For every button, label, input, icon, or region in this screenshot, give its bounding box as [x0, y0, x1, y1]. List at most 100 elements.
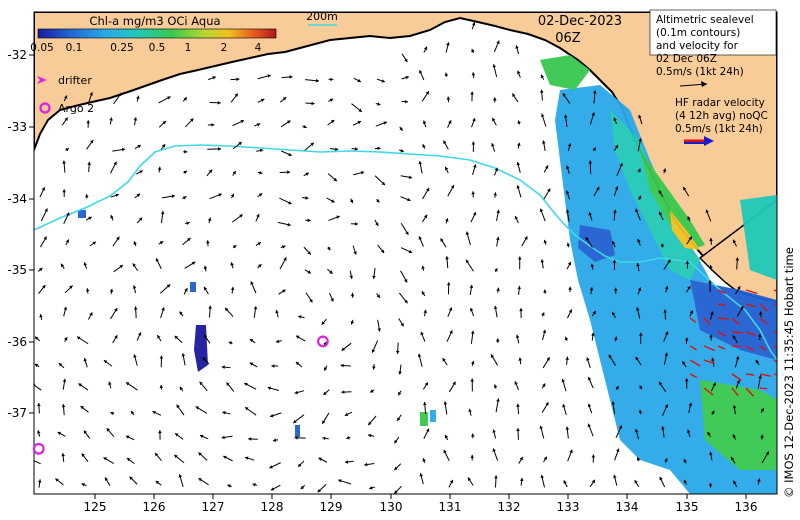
- velocity-arrowhead: [155, 258, 160, 262]
- velocity-arrowhead: [472, 212, 477, 216]
- velocity-arrowhead: [62, 160, 66, 164]
- colorbar-tick: 0.1: [66, 42, 83, 54]
- velocity-arrowhead: [664, 285, 669, 290]
- velocity-arrowhead: [287, 222, 291, 227]
- velocity-arrowhead: [307, 251, 311, 255]
- velocity-arrowhead: [473, 164, 477, 168]
- velocity-arrowhead: [311, 101, 315, 106]
- velocity-arrowhead: [587, 403, 592, 408]
- argo-float-marker: [317, 335, 329, 348]
- velocity-arrowhead: [400, 148, 404, 153]
- velocity-arrowhead: [495, 338, 500, 342]
- velocity-arrowhead: [565, 165, 570, 169]
- velocity-arrowhead: [208, 169, 213, 174]
- velocity-arrowhead: [449, 330, 453, 334]
- hf-radar-arrow: [717, 303, 726, 306]
- velocity-arrowhead: [287, 120, 291, 124]
- velocity-arrowhead: [305, 172, 309, 176]
- velocity-arrowhead: [131, 410, 135, 415]
- velocity-arrowhead: [446, 96, 451, 100]
- lon-tick-label: 132: [498, 500, 521, 514]
- velocity-arrowhead: [307, 270, 311, 274]
- velocity-arrowhead: [335, 147, 339, 152]
- velocity-arrowhead: [372, 366, 376, 370]
- velocity-arrowhead: [232, 245, 237, 249]
- chl-colorbar: Chl-a mg/m3 OCi Aqua 0.05 0.1 0.25 0.5 1…: [30, 14, 277, 54]
- argo-label: Argo 2: [58, 102, 94, 115]
- velocity-arrowhead: [471, 72, 476, 76]
- hf-radar-arrow: [773, 359, 777, 364]
- lon-tick-label: 129: [320, 500, 343, 514]
- velocity-arrowhead: [452, 381, 456, 386]
- velocity-arrowhead: [245, 456, 249, 460]
- lon-axis: 125 126 127 128 129 130 131 132 133 134 …: [84, 500, 758, 514]
- hf-radar-arrow: [759, 345, 767, 351]
- velocity-arrowhead: [184, 149, 188, 154]
- velocity-arrowhead: [76, 336, 81, 340]
- velocity-arrowhead: [269, 465, 273, 469]
- velocity-arrowhead: [191, 261, 196, 265]
- velocity-arrowhead: [34, 363, 39, 368]
- velocity-arrowhead: [239, 214, 243, 218]
- velocity-arrowhead: [321, 321, 325, 325]
- velocity-arrowhead: [470, 91, 474, 95]
- velocity-arrowhead: [83, 262, 88, 266]
- hf-radar-arrow: [773, 345, 777, 349]
- hf-radar-arrow: [731, 387, 739, 397]
- lon-tick-label: 131: [439, 500, 462, 514]
- velocity-arrowhead: [174, 335, 179, 340]
- imos-credit: © IMOS 12-Dec-2023 11:35:45 Hobart time: [782, 247, 796, 498]
- velocity-arrowhead: [303, 124, 307, 129]
- velocity-arrowhead: [289, 75, 293, 79]
- velocity-arrowhead: [443, 401, 448, 405]
- drifter-argo-legend: drifter Argo 2: [37, 74, 94, 115]
- credit-text: © IMOS 12-Dec-2023 11:35:45 Hobart time: [782, 247, 796, 498]
- velocity-arrowhead: [125, 435, 130, 439]
- velocity-arrowhead: [542, 383, 546, 388]
- velocity-arrowhead: [688, 236, 692, 240]
- velocity-arrowhead: [270, 487, 275, 491]
- velocity-arrowhead: [664, 352, 669, 357]
- velocity-arrowhead: [57, 431, 62, 436]
- velocity-arrowhead: [159, 355, 164, 359]
- velocity-arrowhead: [275, 310, 279, 314]
- velocity-arrowhead: [612, 241, 616, 245]
- velocity-arrowhead: [203, 265, 208, 270]
- velocity-arrowhead: [405, 231, 409, 235]
- velocity-arrowhead: [85, 194, 89, 198]
- velocity-arrowhead: [114, 335, 118, 339]
- velocity-arrowhead: [611, 401, 616, 405]
- velocity-arrowhead: [166, 284, 171, 288]
- velocity-arrowhead: [258, 264, 262, 268]
- velocity-arrowhead: [270, 413, 274, 418]
- velocity-arrowhead: [491, 143, 495, 147]
- velocity-arrowhead: [493, 97, 497, 101]
- velocity-arrowhead: [394, 490, 398, 494]
- lon-tick-label: 126: [143, 500, 166, 514]
- velocity-arrowhead: [376, 294, 380, 298]
- velocity-arrowhead: [132, 263, 136, 267]
- velocity-arrowhead: [329, 270, 333, 274]
- velocity-arrowhead: [136, 193, 141, 198]
- velocity-arrowhead: [440, 238, 444, 242]
- velocity-arrowhead: [614, 186, 619, 190]
- velocity-arrowhead: [667, 259, 671, 264]
- velocity-arrowhead: [282, 289, 286, 293]
- lat-tick-label: -36: [7, 335, 27, 349]
- lon-tick-label: 136: [735, 500, 758, 514]
- velocity-arrowhead: [422, 458, 426, 462]
- velocity-arrowhead: [759, 311, 763, 315]
- velocity-arrowhead: [635, 208, 639, 213]
- argo-float-marker: [32, 442, 45, 455]
- lon-tick-label: 135: [676, 500, 699, 514]
- velocity-arrowhead: [587, 376, 592, 381]
- velocity-arrowhead: [545, 402, 549, 406]
- velocity-arrowhead: [591, 112, 595, 116]
- velocity-arrowhead: [372, 275, 376, 279]
- velocity-arrowhead: [471, 191, 475, 195]
- velocity-arrowhead: [222, 410, 226, 415]
- velocity-arrowhead: [494, 475, 498, 479]
- velocity-arrowhead: [514, 215, 519, 220]
- velocity-arrowhead: [765, 451, 769, 455]
- velocity-arrowhead: [639, 332, 643, 336]
